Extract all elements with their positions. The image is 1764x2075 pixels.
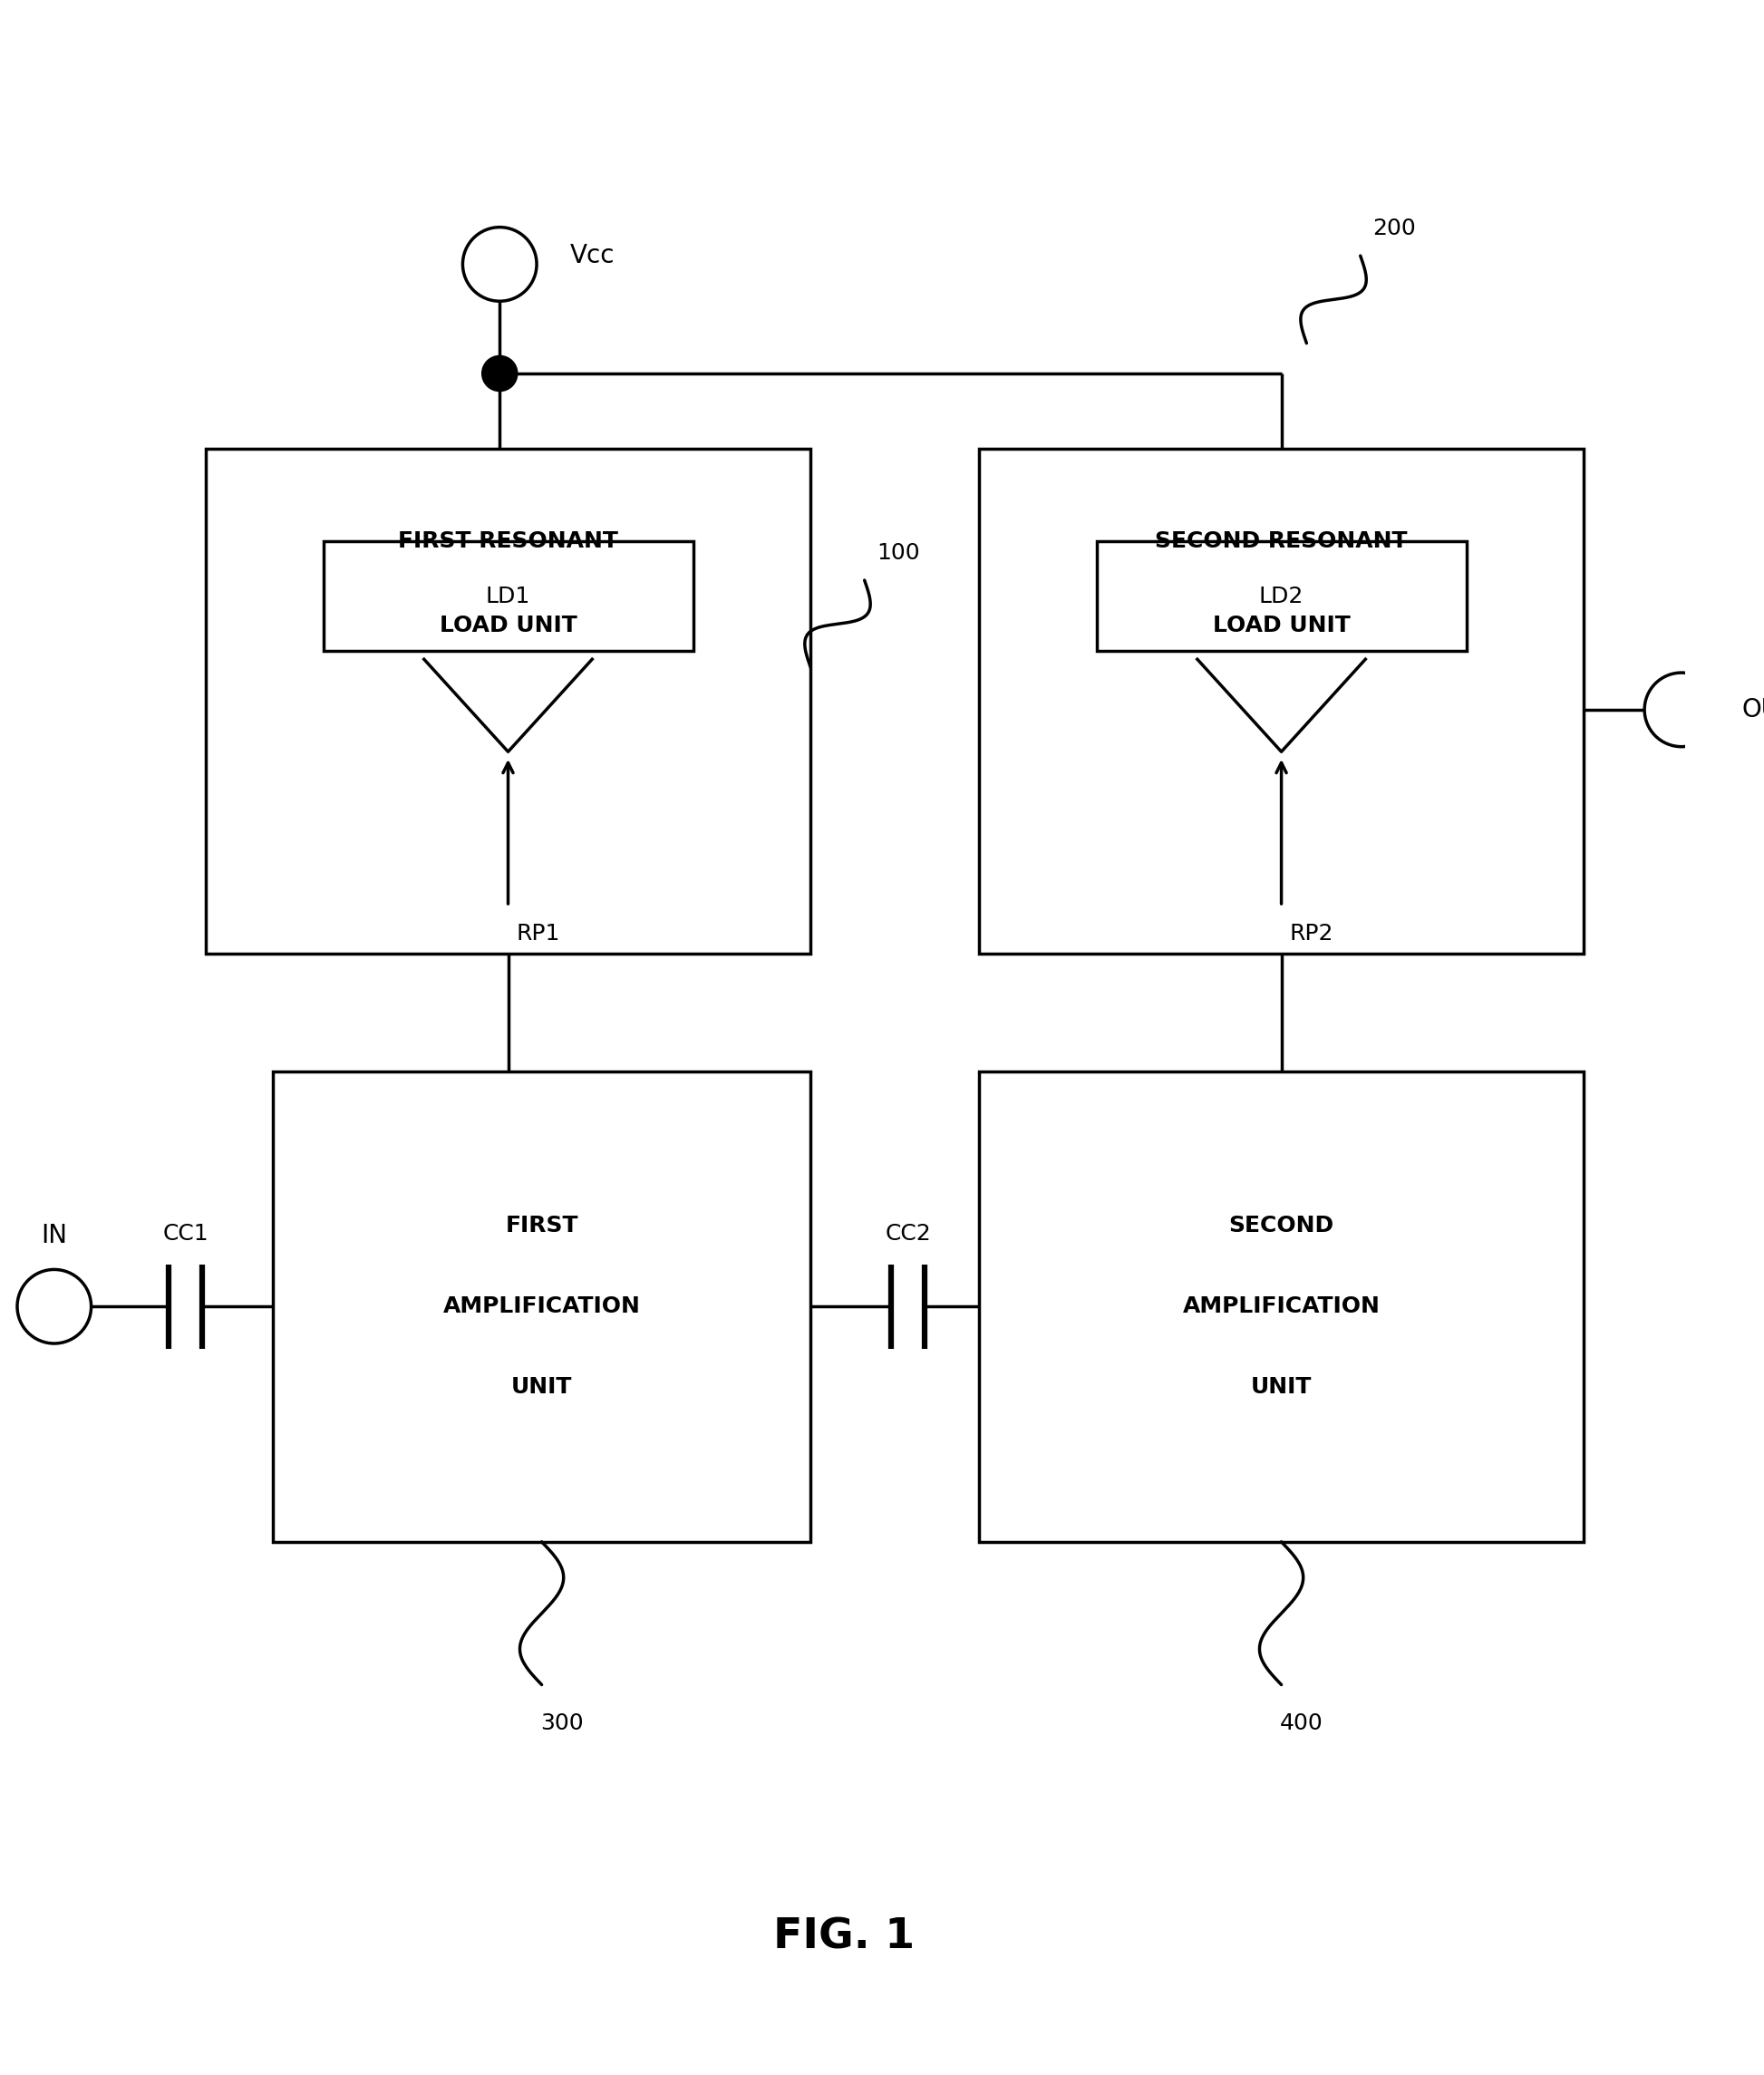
Circle shape bbox=[483, 357, 517, 390]
Bar bbox=[979, 448, 1584, 952]
Bar bbox=[273, 1071, 811, 1542]
Text: LOAD UNIT: LOAD UNIT bbox=[1212, 614, 1349, 637]
Text: IN: IN bbox=[41, 1222, 67, 1249]
Text: SECOND RESONANT: SECOND RESONANT bbox=[1155, 531, 1408, 552]
Text: CC2: CC2 bbox=[886, 1224, 931, 1245]
Bar bbox=[979, 1071, 1584, 1542]
Text: 100: 100 bbox=[877, 542, 919, 564]
Text: LD2: LD2 bbox=[1259, 585, 1304, 608]
Bar bbox=[1097, 542, 1466, 652]
Text: 200: 200 bbox=[1372, 218, 1416, 241]
Text: LD1: LD1 bbox=[485, 585, 531, 608]
Text: SECOND: SECOND bbox=[1230, 1214, 1334, 1237]
Text: 300: 300 bbox=[540, 1712, 584, 1735]
Text: CC1: CC1 bbox=[162, 1224, 208, 1245]
Text: FIG. 1: FIG. 1 bbox=[774, 1917, 916, 1957]
Text: AMPLIFICATION: AMPLIFICATION bbox=[1182, 1295, 1379, 1318]
Text: FIRST: FIRST bbox=[505, 1214, 579, 1237]
Circle shape bbox=[18, 1270, 92, 1343]
Text: RP2: RP2 bbox=[1289, 923, 1334, 944]
Text: 400: 400 bbox=[1281, 1712, 1323, 1735]
Text: FIRST RESONANT: FIRST RESONANT bbox=[399, 531, 617, 552]
Text: Vcc: Vcc bbox=[570, 243, 614, 268]
Bar bbox=[323, 542, 693, 652]
Text: UNIT: UNIT bbox=[512, 1376, 572, 1399]
Text: AMPLIFICATION: AMPLIFICATION bbox=[443, 1295, 640, 1318]
Circle shape bbox=[1644, 672, 1718, 747]
Text: LOAD UNIT: LOAD UNIT bbox=[439, 614, 577, 637]
Bar bbox=[205, 448, 811, 952]
Text: UNIT: UNIT bbox=[1251, 1376, 1312, 1399]
Circle shape bbox=[462, 226, 536, 301]
Text: OUT: OUT bbox=[1743, 697, 1764, 722]
Text: RP1: RP1 bbox=[517, 923, 561, 944]
